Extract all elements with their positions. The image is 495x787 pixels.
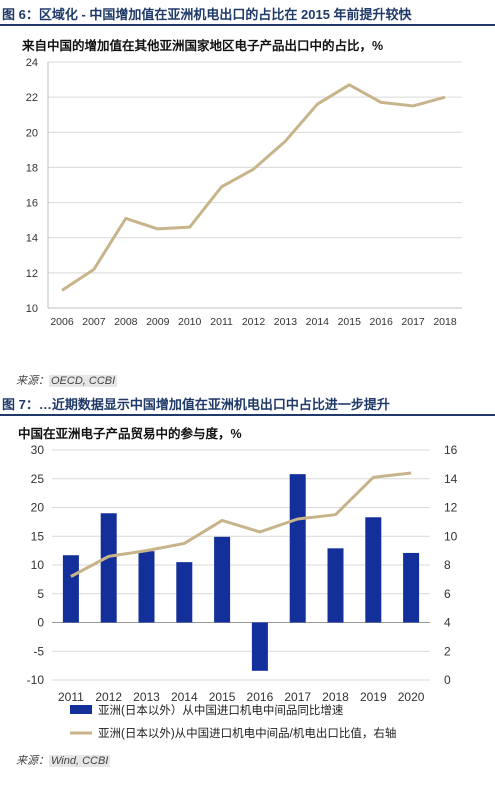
bar bbox=[251, 622, 268, 671]
bar bbox=[62, 555, 79, 623]
y-tick-label: 16 bbox=[26, 198, 38, 210]
x-tick-label: 2011 bbox=[210, 316, 233, 328]
legend-line-label: 亚洲(日本以外)从中国进口机电中间品/机电出口比值，右轴 bbox=[98, 726, 396, 740]
right-y-tick-label: 16 bbox=[444, 443, 458, 457]
x-tick-label: 2017 bbox=[401, 316, 425, 328]
x-tick-label: 2017 bbox=[284, 690, 311, 704]
y-tick-label: 22 bbox=[26, 92, 38, 104]
bar bbox=[289, 474, 306, 623]
x-tick-label: 2014 bbox=[306, 316, 330, 328]
y-tick-label: 12 bbox=[26, 268, 38, 280]
bar bbox=[365, 517, 382, 623]
figure6-source: 来源： OECD, CCBI bbox=[16, 372, 118, 388]
x-tick-label: 2015 bbox=[338, 316, 362, 328]
figure7-title: 图 7：…近期数据显示中国增加值在亚洲机电出口中占比进一步提升 bbox=[0, 394, 495, 416]
x-tick-label: 2018 bbox=[433, 316, 457, 328]
left-y-tick-label: 25 bbox=[31, 472, 45, 486]
x-tick-label: 2018 bbox=[322, 690, 349, 704]
right-y-tick-label: 12 bbox=[444, 501, 458, 515]
right-y-tick-label: 2 bbox=[444, 644, 451, 658]
left-y-tick-label: -5 bbox=[33, 644, 44, 658]
bar bbox=[214, 536, 231, 623]
bar bbox=[100, 513, 117, 623]
left-y-tick-label: -10 bbox=[27, 673, 45, 687]
x-tick-label: 2016 bbox=[369, 316, 393, 328]
figure7-source: 来源： Wind, CCBI bbox=[16, 752, 111, 768]
x-tick-label: 2015 bbox=[209, 690, 236, 704]
left-y-tick-label: 10 bbox=[31, 558, 45, 572]
y-tick-label: 10 bbox=[26, 303, 38, 315]
x-tick-label: 2016 bbox=[247, 690, 274, 704]
y-tick-label: 20 bbox=[26, 127, 38, 139]
x-tick-label: 2013 bbox=[133, 690, 160, 704]
bar bbox=[176, 562, 193, 623]
right-y-tick-label: 10 bbox=[444, 529, 458, 543]
right-y-tick-label: 6 bbox=[444, 587, 451, 601]
figure6-source-label: 来源： bbox=[16, 375, 49, 387]
x-tick-label: 2006 bbox=[50, 316, 74, 328]
figure7-source-label: 来源： bbox=[16, 755, 49, 767]
x-tick-label: 2012 bbox=[242, 316, 266, 328]
left-y-tick-label: 5 bbox=[37, 587, 44, 601]
x-tick-label: 2009 bbox=[146, 316, 170, 328]
right-y-tick-label: 14 bbox=[444, 472, 458, 486]
bar bbox=[138, 551, 155, 623]
right-y-tick-label: 4 bbox=[444, 616, 451, 630]
left-y-tick-label: 30 bbox=[31, 443, 45, 457]
series-line bbox=[70, 471, 412, 578]
y-tick-label: 14 bbox=[26, 233, 38, 245]
figure7-chart-title: 中国在亚洲电子产品贸易中的参与度，% bbox=[18, 427, 242, 441]
x-tick-label: 2012 bbox=[95, 690, 122, 704]
left-y-tick-label: 20 bbox=[31, 501, 45, 515]
right-y-tick-label: 8 bbox=[444, 558, 451, 572]
left-y-tick-label: 0 bbox=[37, 616, 44, 630]
bar bbox=[327, 548, 344, 623]
y-tick-label: 18 bbox=[26, 162, 38, 174]
figure6-title: 图 6：区域化 - 中国增加值在亚洲机电出口的占比在 2015 年前提升较快 bbox=[0, 4, 495, 26]
right-y-tick-label: 0 bbox=[444, 673, 451, 687]
x-tick-label: 2010 bbox=[178, 316, 202, 328]
series-line bbox=[61, 83, 446, 292]
y-tick-label: 24 bbox=[26, 57, 38, 69]
figure6-line-chart: 10 12 14 16 18 20 22 24 2006 2007 2008 2009 2010 2011… bbox=[26, 57, 462, 328]
x-tick-label: 2013 bbox=[274, 316, 298, 328]
x-tick-label: 2019 bbox=[360, 690, 387, 704]
left-y-tick-label: 15 bbox=[31, 529, 45, 543]
bar bbox=[403, 552, 420, 623]
figure7-source-value: Wind, CCBI bbox=[49, 755, 111, 767]
x-tick-label: 2007 bbox=[82, 316, 106, 328]
x-tick-label: 2011 bbox=[58, 690, 84, 704]
figure6-chart-title: 来自中国的增加值在其他亚洲国家地区电子产品出口中的占比，% bbox=[22, 39, 384, 53]
x-tick-label: 2008 bbox=[114, 316, 138, 328]
legend-bar-swatch bbox=[70, 705, 92, 714]
x-tick-label: 2014 bbox=[171, 690, 198, 704]
x-tick-label: 2020 bbox=[398, 690, 425, 704]
figure6-source-value: OECD, CCBI bbox=[49, 375, 118, 387]
legend-bar-label: 亚洲(日本以外）从中国进口机电中间品同比增速 bbox=[98, 703, 344, 717]
